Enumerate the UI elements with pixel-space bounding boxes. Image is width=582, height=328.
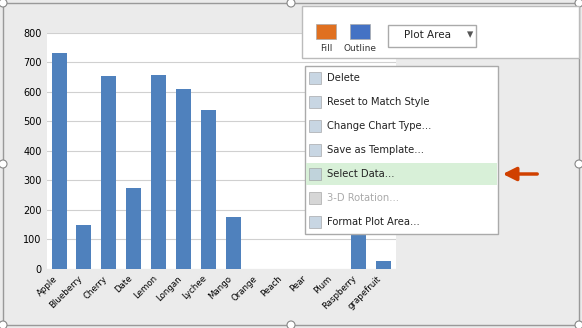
Circle shape <box>575 160 582 168</box>
Bar <box>309 96 321 108</box>
Text: Select Data...: Select Data... <box>327 169 395 179</box>
Bar <box>351 163 366 269</box>
Bar <box>309 72 321 84</box>
Bar <box>309 144 321 156</box>
Text: Outline: Outline <box>343 44 377 53</box>
Circle shape <box>0 0 7 7</box>
Bar <box>309 192 321 204</box>
Bar <box>309 168 321 180</box>
Bar <box>302 6 579 58</box>
Circle shape <box>287 321 295 328</box>
Circle shape <box>287 0 295 7</box>
Bar <box>309 120 321 132</box>
Bar <box>306 163 497 185</box>
Bar <box>305 66 498 234</box>
Bar <box>226 217 241 269</box>
Text: ▾: ▾ <box>467 29 473 42</box>
Bar <box>176 89 191 269</box>
Circle shape <box>0 160 7 168</box>
Text: Reset to Match Style: Reset to Match Style <box>327 97 430 107</box>
Bar <box>350 24 370 39</box>
Bar <box>126 188 141 269</box>
Bar <box>52 53 66 269</box>
Circle shape <box>575 321 582 328</box>
Bar <box>76 225 91 269</box>
Text: Fill: Fill <box>320 44 332 53</box>
Text: 3-D Rotation...: 3-D Rotation... <box>327 193 399 203</box>
Bar <box>376 261 391 269</box>
Circle shape <box>0 321 7 328</box>
Text: Plot Area: Plot Area <box>403 30 450 40</box>
Bar <box>151 75 166 269</box>
Bar <box>309 216 321 228</box>
Bar <box>201 110 216 269</box>
Bar <box>316 24 336 39</box>
Text: Change Chart Type...: Change Chart Type... <box>327 121 431 131</box>
Text: Format Plot Area...: Format Plot Area... <box>327 217 420 227</box>
Bar <box>388 25 476 47</box>
Bar <box>101 75 116 269</box>
Text: Delete: Delete <box>327 73 360 83</box>
Circle shape <box>575 0 582 7</box>
Text: Save as Template...: Save as Template... <box>327 145 424 155</box>
